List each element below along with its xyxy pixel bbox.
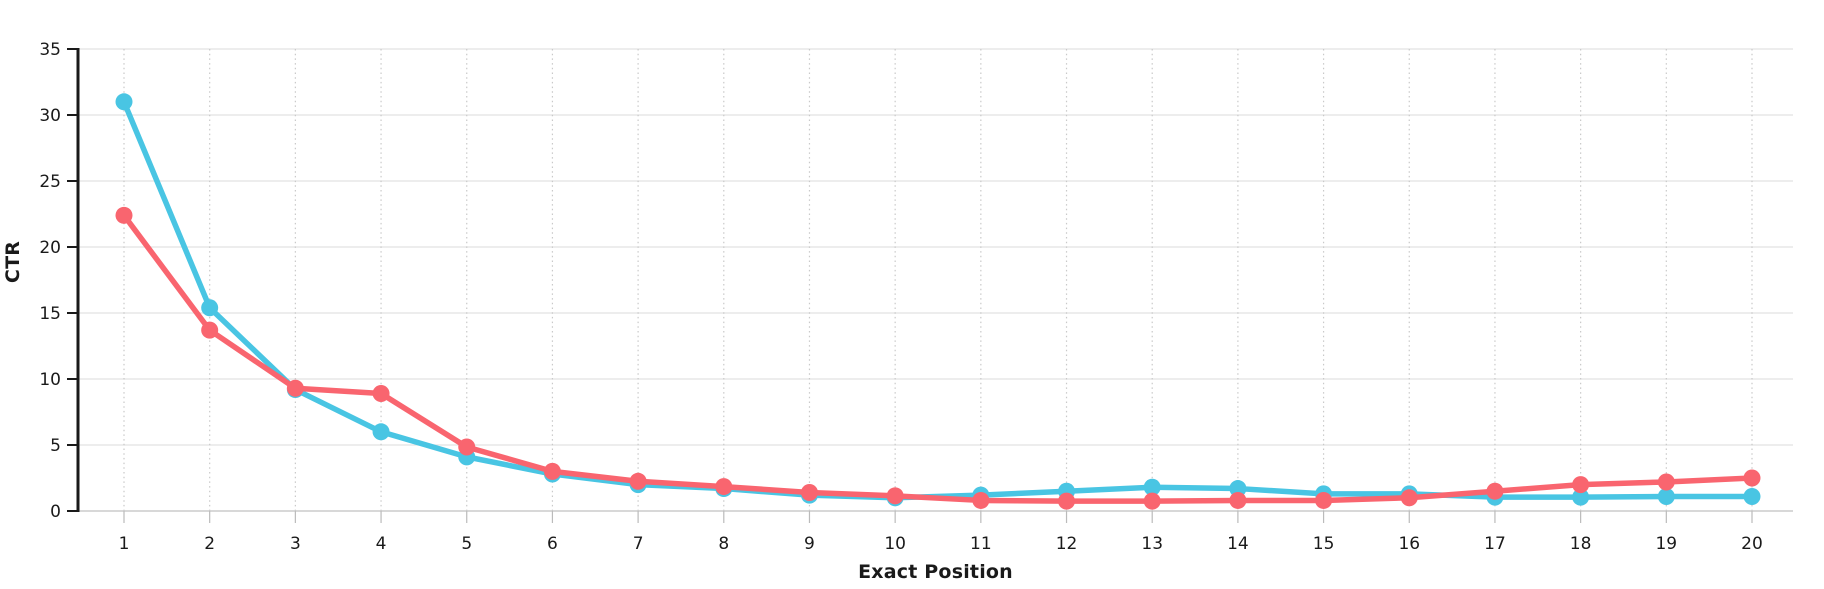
series-blue-point	[201, 299, 219, 317]
series-red-point	[886, 487, 904, 505]
y-axis-title: CTR	[2, 240, 24, 284]
series-red-point	[1229, 491, 1247, 509]
y-tick-label: 20	[39, 238, 61, 258]
series-blue-point	[372, 423, 390, 441]
series-blue-point	[1743, 487, 1761, 505]
x-tick-label: 7	[633, 534, 644, 554]
series-red-point	[1657, 473, 1675, 491]
series-red-point	[286, 379, 304, 397]
series-red-point	[1400, 489, 1418, 507]
series-red-point	[629, 472, 647, 490]
series-red-point	[1572, 476, 1590, 494]
y-tick-label: 25	[39, 172, 61, 192]
x-tick-label: 14	[1227, 534, 1249, 554]
series-red-point	[201, 321, 219, 339]
series-red-point	[115, 206, 133, 224]
y-tick-label: 10	[39, 370, 61, 390]
x-tick-label: 18	[1570, 534, 1592, 554]
series-red-point	[1058, 492, 1076, 510]
x-tick-label: 8	[718, 534, 729, 554]
series-red-point	[543, 462, 561, 480]
x-axis-title: Exact Position	[858, 561, 1013, 583]
series-red-line	[121, 212, 1755, 504]
y-tick-label: 35	[39, 40, 61, 60]
x-tick-label: 4	[376, 534, 387, 554]
series-red-point	[1486, 482, 1504, 500]
x-tick-label: 15	[1313, 534, 1335, 554]
series-red-point	[972, 491, 990, 509]
x-tick-label: 1	[119, 534, 130, 554]
x-tick-label: 11	[970, 534, 992, 554]
x-tick-label: 10	[884, 534, 906, 554]
x-tick-label: 17	[1484, 534, 1506, 554]
y-tick-label: 30	[39, 106, 61, 126]
series-red-point	[715, 478, 733, 496]
x-tick-label: 3	[290, 534, 301, 554]
series-blue-point	[115, 93, 133, 111]
x-tick-label: 19	[1655, 534, 1677, 554]
series-blue-point	[1229, 480, 1247, 498]
series-red-point	[1315, 491, 1333, 509]
series-red-point	[800, 484, 818, 502]
series-blue-point	[1143, 478, 1161, 496]
series-blue-point	[1657, 487, 1675, 505]
series-blue-line	[121, 99, 1755, 501]
series-red-point	[372, 385, 390, 403]
x-tick-label: 9	[804, 534, 815, 554]
y-tick-label: 0	[50, 502, 61, 522]
y-tick-label: 15	[39, 304, 61, 324]
x-tick-label: 13	[1141, 534, 1163, 554]
x-tick-label: 6	[547, 534, 558, 554]
series-red-point	[458, 438, 476, 456]
x-tick-label: 5	[461, 534, 472, 554]
x-tick-label: 20	[1741, 534, 1763, 554]
x-tick-label: 2	[204, 534, 215, 554]
x-tick-label: 12	[1056, 534, 1078, 554]
series-red-point	[1743, 469, 1761, 487]
series-blue-point	[1572, 488, 1590, 506]
series-red-point	[1143, 492, 1161, 510]
y-tick-label: 5	[50, 436, 61, 456]
x-tick-label: 16	[1398, 534, 1420, 554]
